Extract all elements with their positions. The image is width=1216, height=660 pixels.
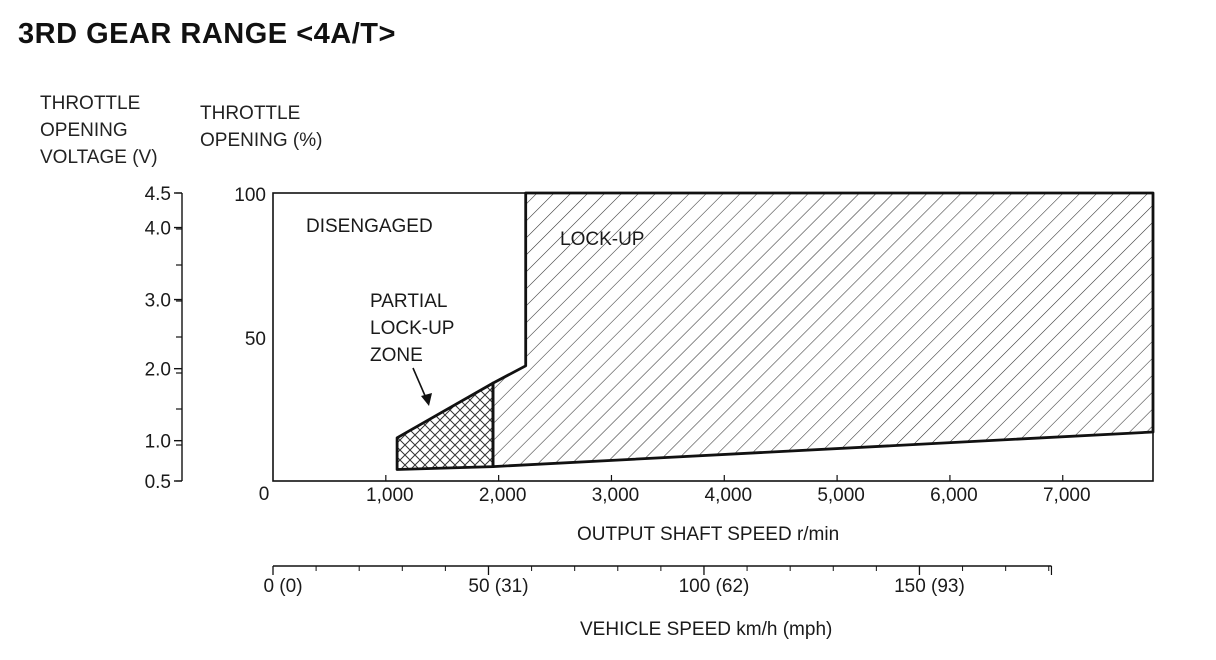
voltage-axis: 4.5 4.0 3.0 2.0 1.0 0.5 bbox=[145, 184, 183, 493]
x-axis-label: OUTPUT SHAFT SPEED r/min bbox=[577, 524, 839, 545]
zone-label-partial: LOCK-UP bbox=[370, 318, 454, 339]
speed-tick-label: 150 (93) bbox=[894, 576, 965, 597]
speed-tick-label: 0 (0) bbox=[263, 576, 302, 597]
percent-tick-label: 0 bbox=[259, 484, 270, 505]
zone-label-partial: ZONE bbox=[370, 345, 423, 366]
voltage-tick-label: 1.0 bbox=[145, 432, 171, 453]
page-title: 3RD GEAR RANGE <4A/T> bbox=[18, 18, 396, 50]
percent-axis-label: THROTTLE OPENING (%) bbox=[200, 100, 360, 154]
voltage-tick-label: 4.5 bbox=[145, 184, 171, 205]
vehicle-speed-axis: 0 (0) 50 (31) 100 (62) 150 (93) bbox=[263, 565, 1053, 597]
vehicle-speed-label: VEHICLE SPEED km/h (mph) bbox=[580, 619, 832, 640]
x-tick-label: 6,000 bbox=[930, 485, 978, 506]
voltage-axis-label-line: THROTTLE bbox=[40, 93, 141, 114]
percent-axis-label-line: OPENING (%) bbox=[200, 130, 323, 151]
x-tick-label: 5,000 bbox=[817, 485, 865, 506]
partial-zone-arrow bbox=[412, 367, 432, 406]
percent-axis: 0 50 100 bbox=[234, 185, 269, 505]
voltage-tick-label: 0.5 bbox=[145, 472, 171, 493]
voltage-tick-label: 4.0 bbox=[145, 219, 171, 240]
speed-tick-label: 50 (31) bbox=[468, 576, 528, 597]
voltage-tick-label: 3.0 bbox=[145, 291, 171, 312]
percent-axis-label-line: THROTTLE bbox=[200, 103, 301, 124]
partial-lockup-region bbox=[395, 381, 495, 471]
speed-tick-label: 100 (62) bbox=[679, 576, 750, 597]
voltage-axis-label: THROTTLE OPENING VOLTAGE (V) bbox=[40, 90, 190, 171]
x-axis: 1,000 2,000 3,000 4,000 5,000 6,000 7,000 bbox=[366, 475, 1091, 506]
zone-label-disengaged: DISENGAGED bbox=[306, 216, 433, 237]
x-tick-label: 1,000 bbox=[366, 485, 414, 506]
x-tick-label: 4,000 bbox=[705, 485, 753, 506]
x-tick-label: 3,000 bbox=[592, 485, 640, 506]
voltage-axis-label-line: OPENING bbox=[40, 120, 128, 141]
percent-tick-label: 50 bbox=[245, 329, 266, 350]
voltage-tick-label: 2.0 bbox=[145, 360, 171, 381]
x-tick-label: 2,000 bbox=[479, 485, 527, 506]
x-tick-label: 7,000 bbox=[1043, 485, 1091, 506]
voltage-axis-label-line: VOLTAGE (V) bbox=[40, 147, 158, 168]
zone-label-partial: PARTIAL bbox=[370, 291, 447, 312]
zone-label-lockup: LOCK-UP bbox=[560, 229, 644, 250]
percent-tick-label: 100 bbox=[234, 185, 266, 206]
